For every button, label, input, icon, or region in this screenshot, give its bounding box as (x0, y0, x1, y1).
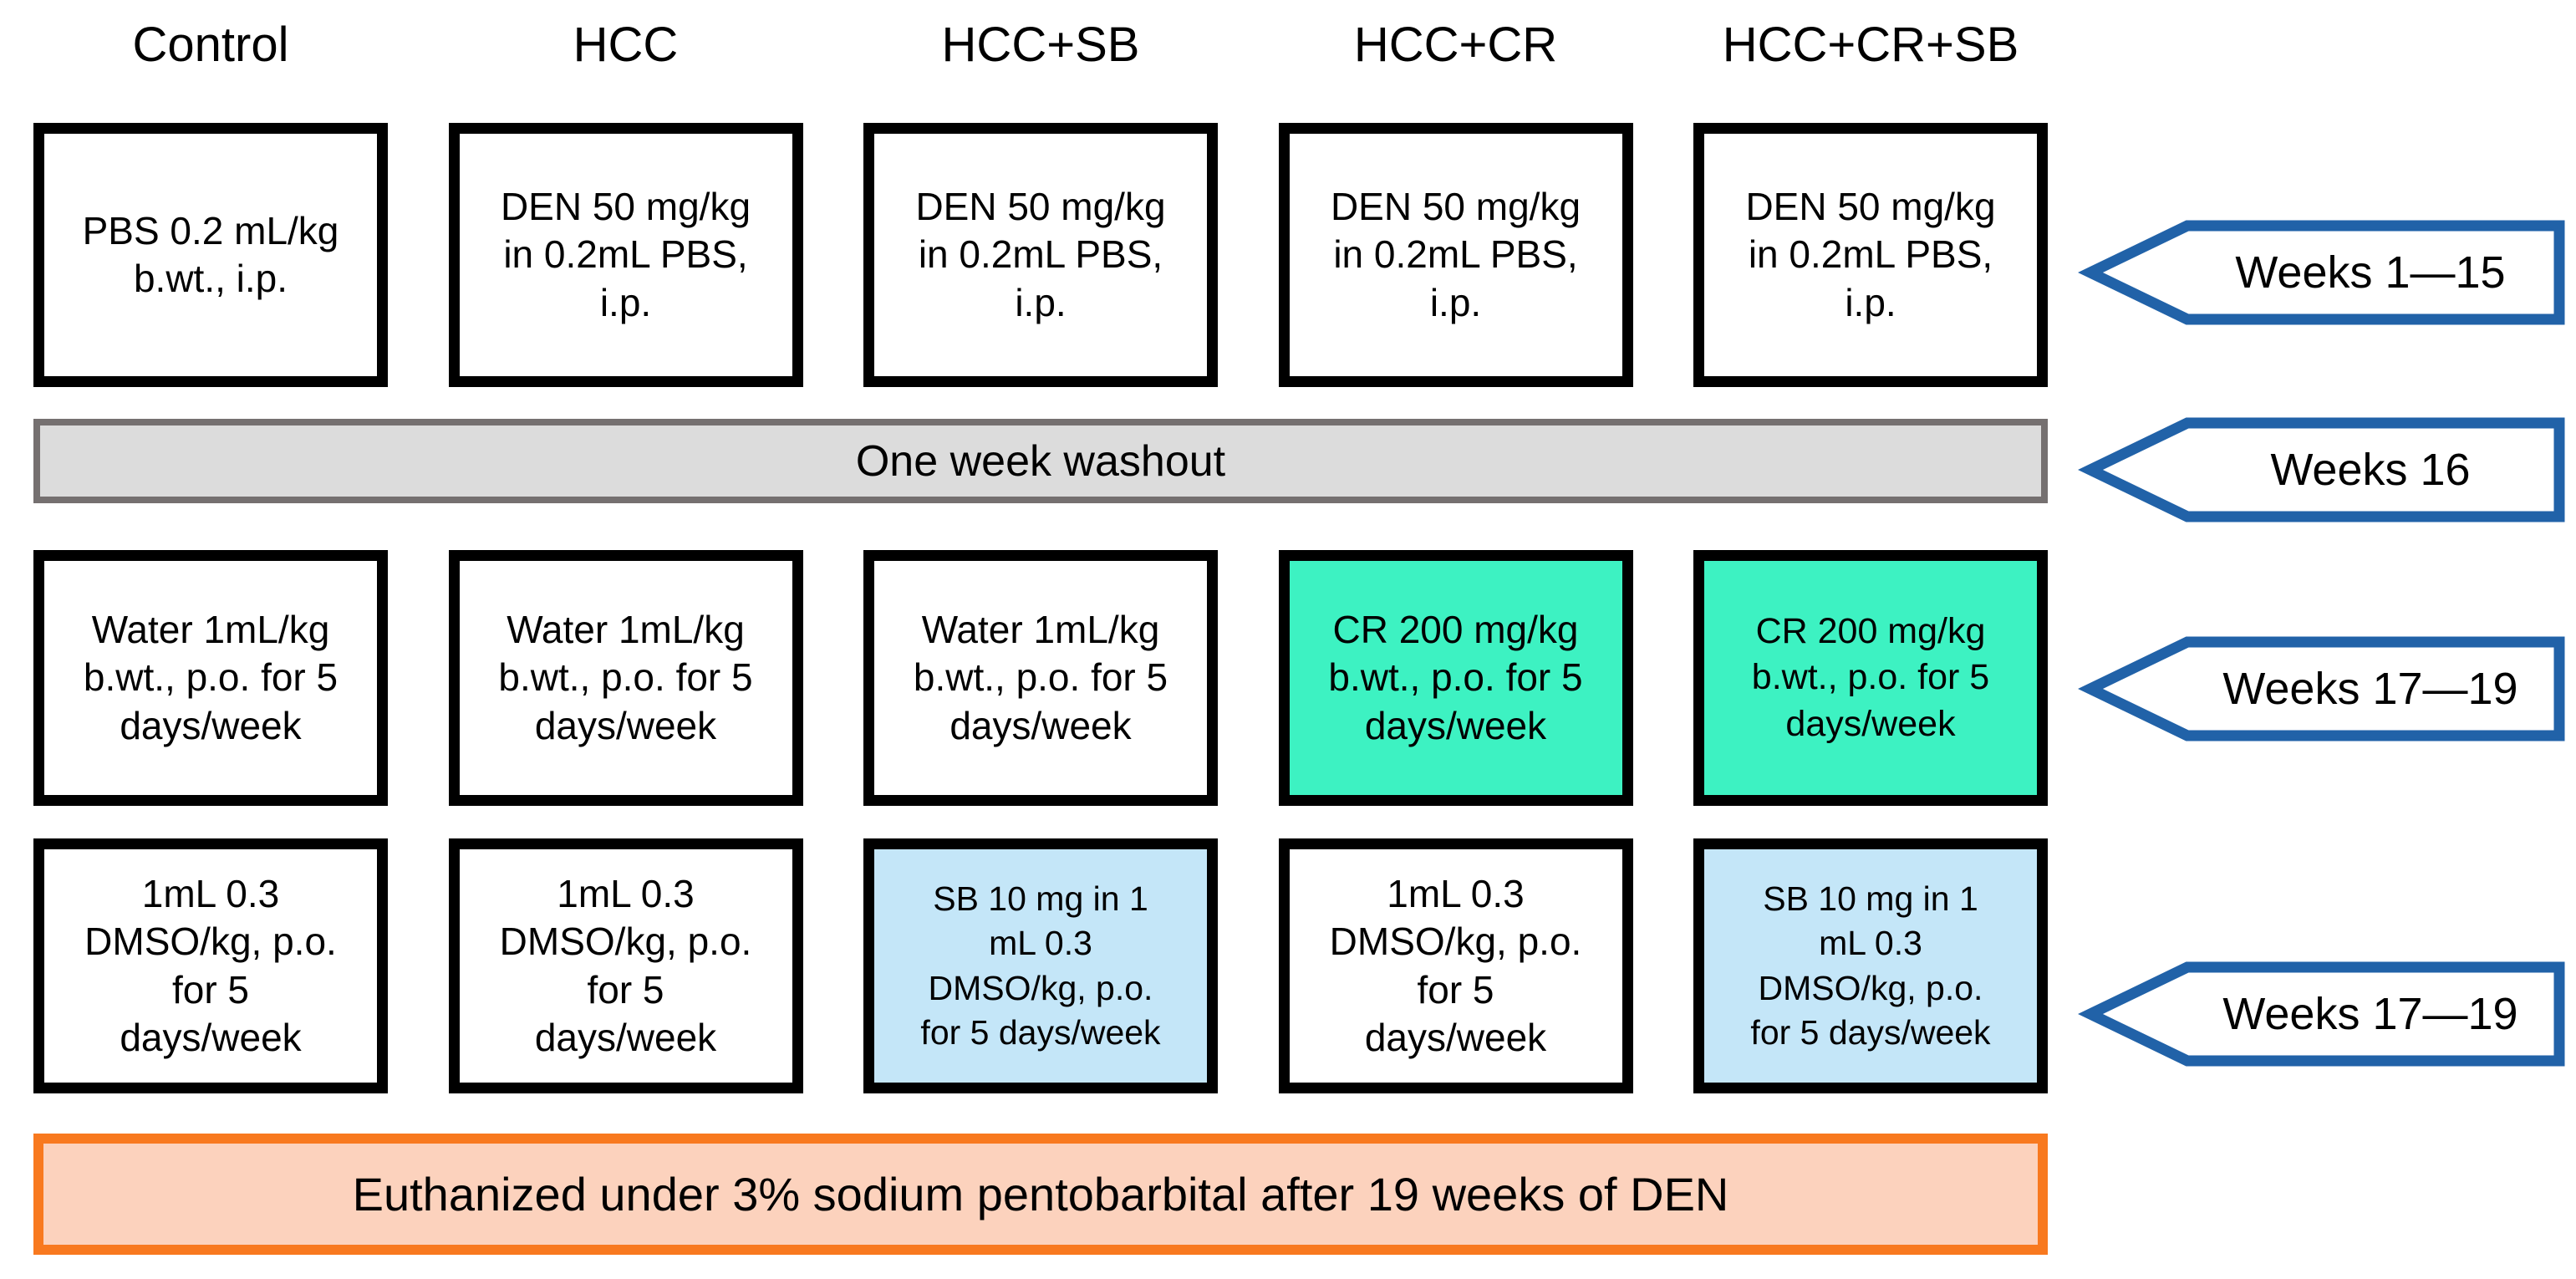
timeline-label: Weeks 17—19 (2222, 664, 2518, 714)
left-arrow-icon (2078, 961, 2565, 1067)
washout-bar: One week washout (33, 419, 2048, 503)
left-arrow-icon (2078, 417, 2565, 522)
dmso-vehicle-box-hcc: 1mL 0.3 DMSO/kg, p.o. for 5 days/week (448, 838, 803, 1093)
oral-treatment-row: Water 1mL/kg b.wt., p.o. for 5 days/week… (33, 550, 2048, 806)
group-header-row: Control HCC HCC+SB HCC+CR HCC+CR+SB (33, 5, 2048, 85)
group-header-control: Control (132, 18, 289, 73)
timeline-label: Weeks 1—15 (2235, 247, 2506, 298)
euthanasia-bar: Euthanized under 3% sodium pentobarbital… (33, 1134, 2048, 1255)
water-oral-box-control: Water 1mL/kg b.wt., p.o. for 5 days/week (33, 550, 388, 806)
water-oral-box-hcc: Water 1mL/kg b.wt., p.o. for 5 days/week (448, 550, 803, 806)
washout-label: One week washout (855, 436, 1226, 486)
pbs-injection-box-control: PBS 0.2 mL/kg b.wt., i.p. (33, 123, 388, 387)
timeline-arrow-weeks-17-19-oral: Weeks 17—19 (2078, 632, 2570, 746)
timeline-label: Weeks 17—19 (2222, 989, 2518, 1039)
den-injection-box-hcc-cr-sb: DEN 50 mg/kg in 0.2mL PBS, i.p. (1693, 123, 2048, 387)
den-injection-box-hcc-cr: DEN 50 mg/kg in 0.2mL PBS, i.p. (1278, 123, 1633, 387)
left-arrow-icon (2078, 636, 2565, 741)
left-arrow-icon (2078, 220, 2565, 325)
timeline-arrow-weeks-16: Weeks 16 (2078, 413, 2570, 527)
group-header-hcc-cr: HCC+CR (1353, 18, 1558, 73)
euthanasia-label: Euthanized under 3% sodium pentobarbital… (352, 1168, 1729, 1220)
timeline-arrow-weeks-17-19-vehicle: Weeks 17—19 (2078, 957, 2570, 1071)
group-header-hcc: HCC (573, 18, 679, 73)
vehicle-treatment-row: 1mL 0.3 DMSO/kg, p.o. for 5 days/week 1m… (33, 838, 2048, 1093)
timeline-label: Weeks 16 (2270, 445, 2471, 495)
injection-row: PBS 0.2 mL/kg b.wt., i.p. DEN 50 mg/kg i… (33, 123, 2048, 387)
sb-treatment-box-hcc-sb: SB 10 mg in 1 mL 0.3 DMSO/kg, p.o. for 5… (863, 838, 1218, 1093)
dmso-vehicle-box-hcc-cr: 1mL 0.3 DMSO/kg, p.o. for 5 days/week (1278, 838, 1633, 1093)
group-header-hcc-cr-sb: HCC+CR+SB (1722, 18, 2019, 73)
cr-oral-box-hcc-cr: CR 200 mg/kg b.wt., p.o. for 5 days/week (1278, 550, 1633, 806)
sb-treatment-box-hcc-cr-sb: SB 10 mg in 1 mL 0.3 DMSO/kg, p.o. for 5… (1693, 838, 2048, 1093)
cr-oral-box-hcc-cr-sb: CR 200 mg/kg b.wt., p.o. for 5 days/week (1693, 550, 2048, 806)
group-header-hcc-sb: HCC+SB (941, 18, 1140, 73)
den-injection-box-hcc: DEN 50 mg/kg in 0.2mL PBS, i.p. (448, 123, 803, 387)
water-oral-box-hcc-sb: Water 1mL/kg b.wt., p.o. for 5 days/week (863, 550, 1218, 806)
timeline-arrow-weeks-1-15: Weeks 1—15 (2078, 216, 2570, 329)
dmso-vehicle-box-control: 1mL 0.3 DMSO/kg, p.o. for 5 days/week (33, 838, 388, 1093)
den-injection-box-hcc-sb: DEN 50 mg/kg in 0.2mL PBS, i.p. (863, 123, 1218, 387)
